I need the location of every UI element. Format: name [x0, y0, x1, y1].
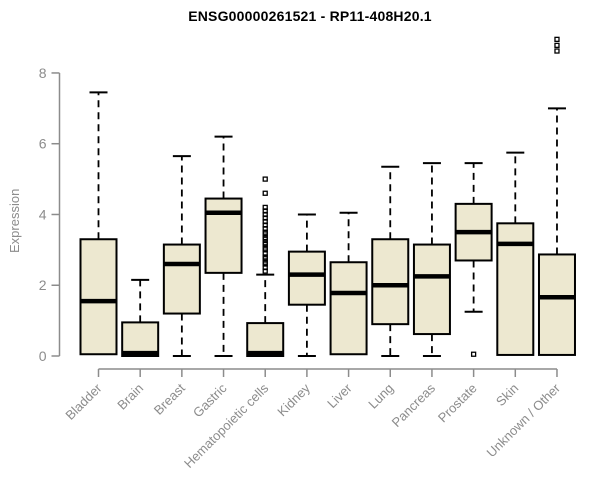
y-tick-label: 8 — [39, 65, 47, 81]
box — [412, 243, 451, 336]
box — [79, 238, 118, 356]
x-category-label: Prostate — [435, 381, 480, 426]
y-tick-label: 6 — [39, 136, 47, 152]
outlier-point — [262, 176, 268, 182]
outlier-point — [554, 36, 560, 42]
box — [537, 253, 576, 356]
x-category-label: Kidney — [274, 380, 313, 419]
box — [121, 321, 160, 358]
y-tick-label: 0 — [39, 348, 47, 364]
outlier-point — [554, 42, 560, 49]
x-category-label: Pancreas — [389, 380, 439, 430]
box — [246, 322, 285, 357]
x-category-label: Brain — [114, 381, 146, 413]
box — [371, 238, 410, 326]
y-tick-label: 4 — [39, 206, 47, 222]
x-category-label: Breast — [151, 380, 188, 417]
y-tick-label: 2 — [39, 277, 47, 293]
box — [329, 261, 368, 356]
x-category-label: Bladder — [62, 380, 105, 423]
x-category-label: Liver — [324, 380, 355, 411]
x-category-label: Gastric — [190, 380, 230, 420]
outlier-point — [262, 204, 268, 211]
x-category-label: Unknown / Other — [484, 380, 564, 460]
outlier-point — [554, 48, 560, 54]
outlier-point — [262, 190, 268, 196]
box — [287, 250, 326, 306]
outlier-point — [470, 351, 477, 357]
box — [162, 243, 201, 315]
box — [204, 197, 243, 274]
chart-title: ENSG00000261521 - RP11-408H20.1 — [188, 8, 432, 24]
x-category-label: Lung — [365, 381, 396, 412]
x-category-label: Skin — [493, 381, 521, 409]
